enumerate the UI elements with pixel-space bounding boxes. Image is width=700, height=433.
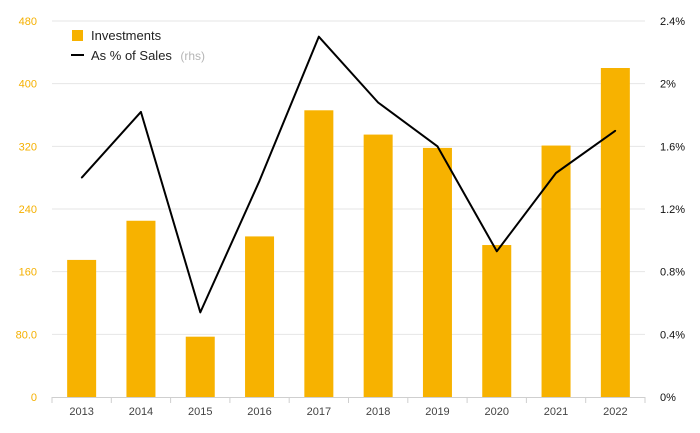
bar-investments-2020 [482, 245, 512, 397]
x-tick-label: 2020 [485, 406, 509, 418]
point-sales-percent-2018 [377, 101, 379, 104]
right-tick-label: 0.4% [660, 329, 685, 341]
x-tick-label: 2019 [425, 406, 449, 418]
right-tick-label: 1.2% [660, 204, 685, 216]
left-tick-label: 240 [19, 204, 37, 216]
point-sales-percent-2016 [258, 180, 261, 182]
legend-swatch-investments [72, 30, 83, 41]
x-tick-label: 2017 [307, 406, 331, 418]
legend-label-sales-percent-suffix: (rhs) [180, 49, 205, 63]
left-tick-label: 320 [19, 141, 37, 153]
x-tick-label: 2015 [188, 406, 212, 418]
x-axis: 2013 2014 2015 2016 2017 2018 2019 2020 2021 2022 [51, 397, 646, 418]
right-tick-label: 0.8% [660, 267, 685, 279]
left-tick-label: 160 [19, 267, 37, 279]
line-sales-percent [80, 35, 616, 314]
x-tick-label: 2016 [247, 406, 271, 418]
legend: Investments As % of Sales (rhs) [71, 28, 205, 64]
x-tick-label: 2021 [544, 406, 568, 418]
bar-investments-2016 [245, 236, 275, 397]
legend-label-sales-percent-name: As % of Sales [91, 48, 172, 63]
x-tick-label: 2018 [366, 406, 390, 418]
point-sales-percent-2021 [555, 172, 557, 174]
sales-percent-line [80, 35, 617, 314]
left-tick-label: 0 [31, 392, 37, 404]
right-axis-ticks: 0% 0.4% 0.8% 1.2% 1.6% 2% 2.4% [660, 16, 685, 404]
x-tick-label: 2014 [129, 406, 153, 418]
point-sales-percent-2022 [614, 129, 617, 132]
x-tick-label: 2013 [69, 406, 93, 418]
bar-investments-2017 [304, 110, 334, 398]
bar-investments-2022 [600, 68, 630, 397]
legend-label-sales-percent: As % of Sales (rhs) [91, 47, 205, 64]
x-tick-label: 2022 [603, 406, 627, 418]
right-tick-label: 2.4% [660, 16, 685, 28]
left-axis-ticks: 0 80.0 160 240 320 400 480 [16, 16, 37, 404]
bar-investments-2014 [126, 220, 156, 397]
point-sales-percent-2015 [199, 311, 202, 314]
point-sales-percent-2014 [140, 111, 142, 113]
left-tick-label: 480 [19, 16, 37, 28]
right-tick-label: 1.6% [660, 141, 685, 153]
bar-investments-2019 [422, 147, 452, 397]
bar-investments-2015 [185, 336, 215, 397]
point-sales-percent-2019 [436, 145, 439, 148]
legend-label-investments: Investments [91, 28, 162, 43]
investment-bars [67, 68, 630, 398]
right-tick-label: 2% [660, 79, 676, 91]
left-tick-label: 80.0 [16, 329, 37, 341]
left-tick-label: 400 [19, 79, 37, 91]
point-sales-percent-2013 [80, 176, 83, 179]
point-sales-percent-2017 [318, 35, 320, 38]
point-sales-percent-2020 [495, 250, 498, 253]
bar-investments-2018 [363, 134, 393, 398]
right-tick-label: 0% [660, 392, 676, 404]
bar-investments-2021 [541, 145, 571, 397]
bar-investments-2013 [67, 259, 97, 397]
